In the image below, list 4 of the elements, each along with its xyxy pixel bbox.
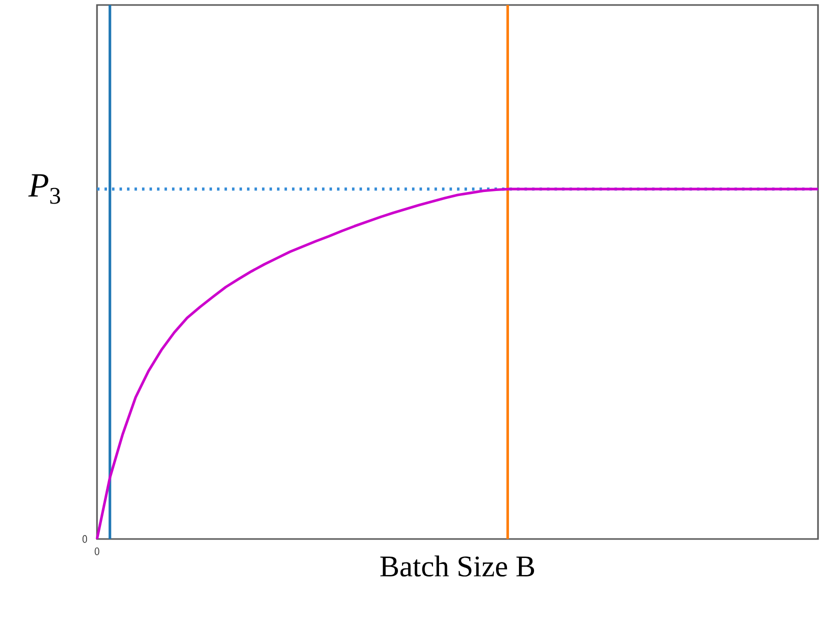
ref-line-label: P$_{3}$ bbox=[28, 174, 60, 204]
text: 0 bbox=[94, 548, 100, 556]
x-axis-title: Batch Size B bbox=[380, 556, 534, 577]
text: 0 bbox=[82, 535, 88, 543]
